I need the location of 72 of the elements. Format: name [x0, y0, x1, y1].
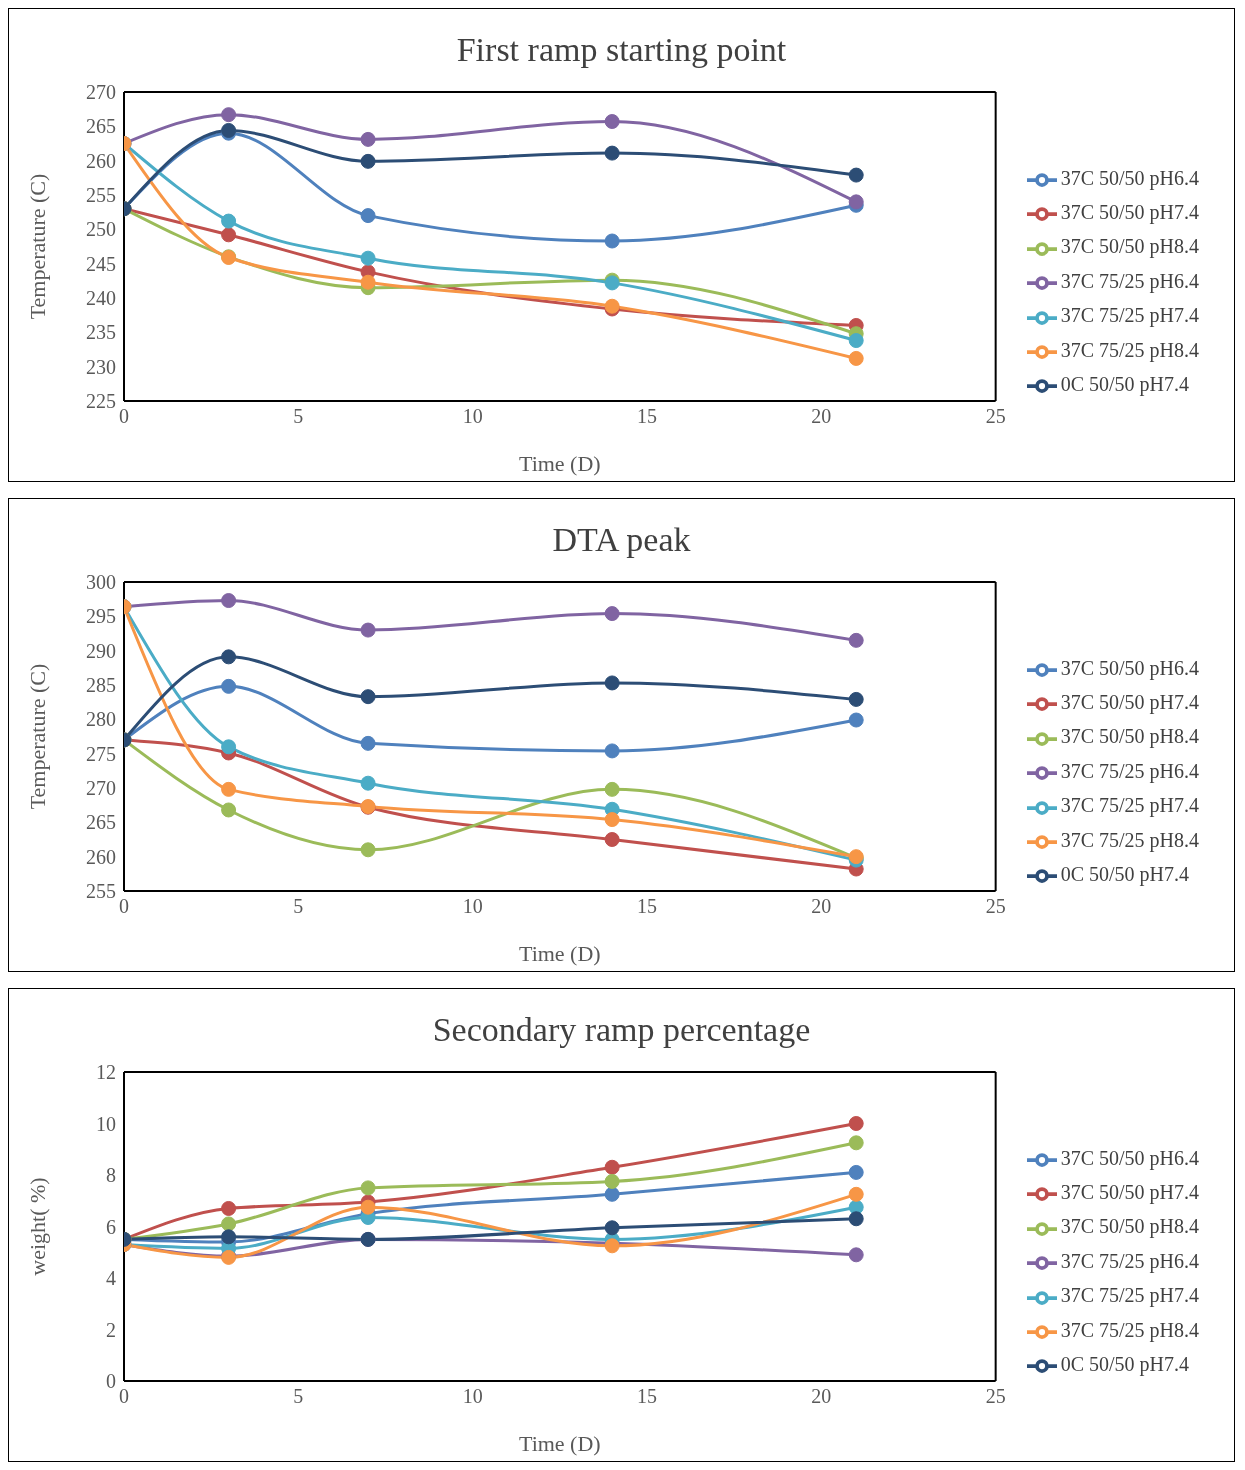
- x-tick-label: 20: [811, 405, 832, 428]
- legend-label: 37C 50/50 pH6.4: [1060, 656, 1199, 679]
- x-tick-label: 15: [636, 1385, 657, 1408]
- x-tick-label: 20: [811, 1385, 832, 1408]
- y-tick-label: 260: [86, 149, 116, 172]
- x-axis-title: Time (D): [518, 451, 601, 476]
- x-tick-label: 15: [636, 405, 657, 428]
- y-tick-label: 280: [86, 708, 116, 731]
- y-tick-label: 8: [106, 1164, 116, 1187]
- y-tick-label: 12: [96, 1061, 116, 1084]
- legend-label: 37C 75/25 pH8.4: [1060, 338, 1199, 361]
- x-axis-title: Time (D): [518, 941, 601, 966]
- legend-label: 37C 50/50 pH8.4: [1060, 725, 1199, 748]
- y-tick-label: 230: [86, 355, 116, 378]
- x-tick-label: 25: [985, 405, 1006, 428]
- legend-label: 37C 75/25 pH8.4: [1060, 828, 1199, 851]
- legend-label: 0C 50/50 pH7.4: [1060, 863, 1189, 886]
- y-tick-label: 10: [96, 1112, 116, 1135]
- y-tick-label: 300: [86, 571, 116, 594]
- legend-label: 37C 50/50 pH7.4: [1060, 1180, 1199, 1203]
- y-tick-label: 235: [86, 321, 116, 344]
- y-tick-label: 260: [86, 845, 116, 868]
- legend-label: 0C 50/50 pH7.4: [1060, 373, 1189, 396]
- y-tick-label: 270: [86, 777, 116, 800]
- y-tick-label: 250: [86, 218, 116, 241]
- legend-label: 37C 75/25 pH7.4: [1060, 1284, 1199, 1307]
- legend-label: 37C 75/25 pH7.4: [1060, 794, 1199, 817]
- y-axis-title: Temperature (C): [24, 173, 50, 320]
- x-tick-label: 10: [462, 1385, 483, 1408]
- y-tick-label: 240: [86, 287, 116, 310]
- x-tick-label: 10: [462, 895, 483, 918]
- legend-label: 37C 50/50 pH6.4: [1060, 166, 1199, 189]
- x-tick-label: 25: [985, 895, 1006, 918]
- y-tick-label: 295: [86, 605, 116, 628]
- y-tick-label: 265: [86, 811, 116, 834]
- y-tick-label: 290: [86, 639, 116, 662]
- legend-label: 37C 75/25 pH8.4: [1060, 1318, 1199, 1341]
- chart-title: First ramp starting point: [455, 30, 788, 70]
- legend-label: 37C 75/25 pH6.4: [1060, 269, 1199, 292]
- y-tick-label: 2: [106, 1318, 116, 1341]
- y-tick-label: 255: [86, 184, 116, 207]
- y-tick-label: 285: [86, 674, 116, 697]
- x-tick-label: 20: [811, 895, 832, 918]
- legend-label: 37C 50/50 pH8.4: [1060, 1215, 1199, 1238]
- legend-label: 37C 75/25 pH6.4: [1060, 759, 1199, 782]
- x-axis-title: Time (D): [518, 1431, 601, 1456]
- legend-label: 37C 50/50 pH8.4: [1060, 235, 1199, 258]
- y-axis-title: weight( %): [24, 1177, 50, 1276]
- x-tick-label: 25: [985, 1385, 1006, 1408]
- x-tick-label: 5: [293, 1385, 304, 1408]
- chart-title: Secondary ramp percentage: [431, 1010, 812, 1050]
- y-tick-label: 270: [86, 81, 116, 104]
- y-tick-label: 275: [86, 742, 116, 765]
- legend-label: 37C 50/50 pH6.4: [1060, 1146, 1199, 1169]
- y-tick-label: 0: [106, 1370, 116, 1393]
- chart-title: DTA peak: [551, 520, 692, 560]
- legend-label: 37C 50/50 pH7.4: [1060, 690, 1199, 713]
- y-tick-label: 245: [86, 252, 116, 275]
- x-tick-label: 5: [293, 895, 304, 918]
- x-tick-label: 15: [636, 895, 657, 918]
- y-tick-label: 265: [86, 115, 116, 138]
- y-tick-label: 6: [106, 1215, 116, 1238]
- y-tick-label: 255: [86, 880, 116, 903]
- legend-label: 0C 50/50 pH7.4: [1060, 1353, 1189, 1376]
- x-tick-label: 10: [462, 405, 483, 428]
- y-axis-title: Temperature (C): [24, 663, 50, 810]
- legend-label: 37C 75/25 pH6.4: [1060, 1249, 1199, 1272]
- y-tick-label: 4: [106, 1267, 116, 1290]
- legend-label: 37C 75/25 pH7.4: [1060, 304, 1199, 327]
- legend-label: 37C 50/50 pH7.4: [1060, 200, 1199, 223]
- y-tick-label: 225: [86, 390, 116, 413]
- x-tick-label: 5: [293, 405, 304, 428]
